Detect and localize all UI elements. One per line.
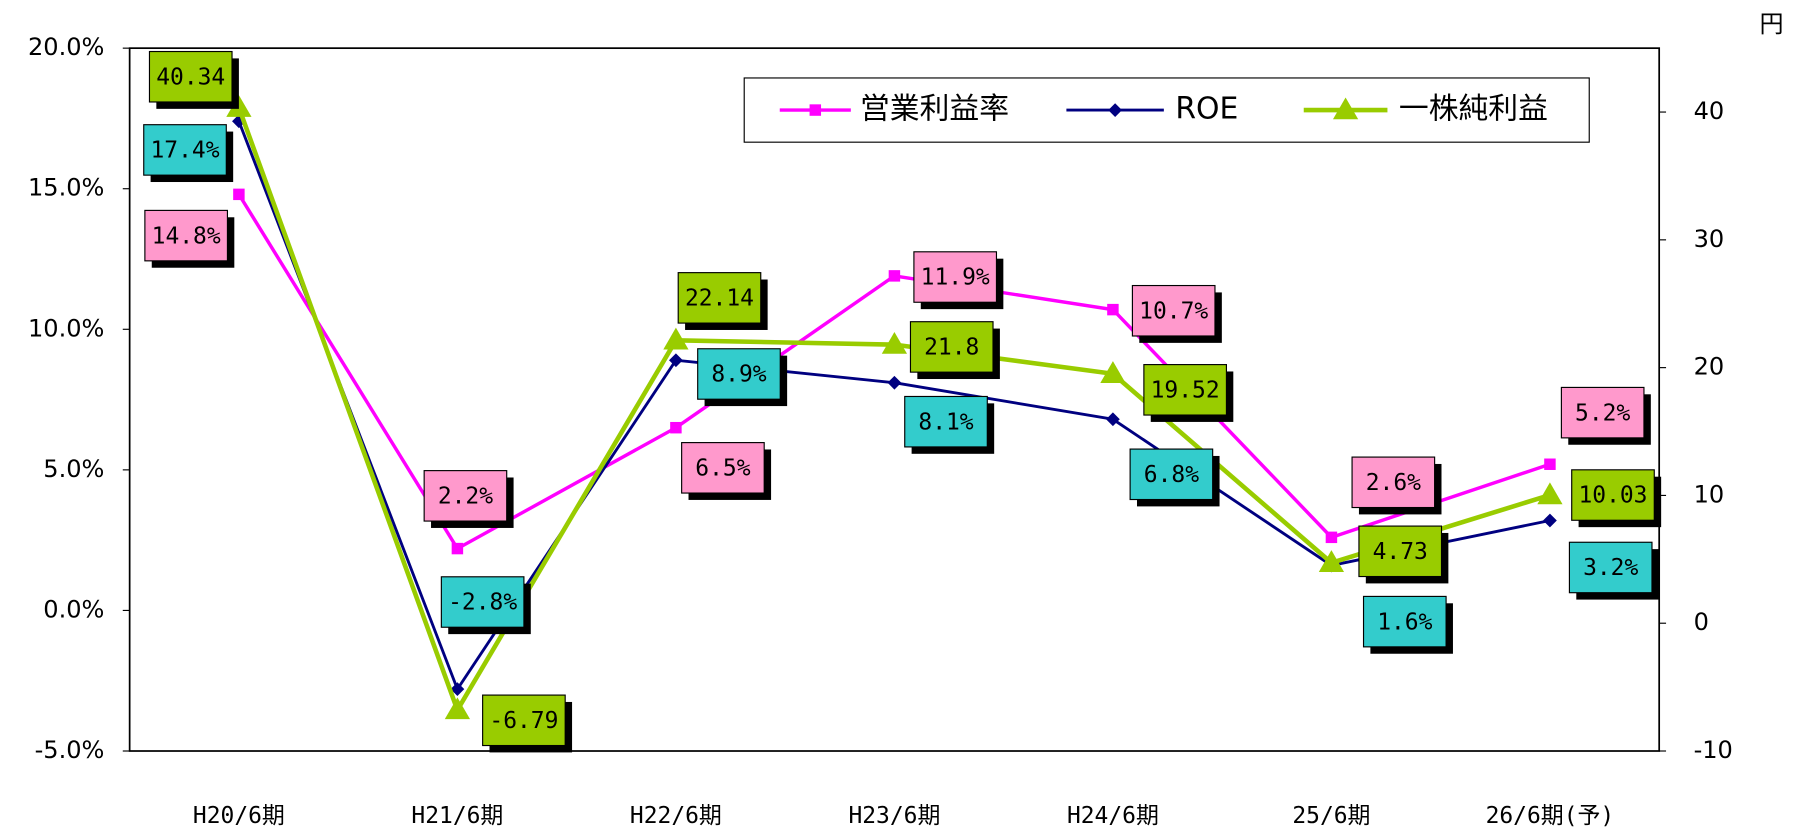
line: [237, 120, 1551, 693]
marker: [663, 327, 689, 350]
data-label: 10.03: [1578, 483, 1647, 509]
label-box: [1568, 541, 1653, 594]
marker: [1325, 531, 1338, 544]
label-box: [482, 694, 566, 747]
legend-label: 一株純利益: [1399, 92, 1548, 127]
y2-unit: 円: [1760, 10, 1784, 38]
marker: [881, 332, 908, 354]
label-box: [909, 321, 994, 373]
y2-tick-label: 30: [1694, 225, 1725, 253]
legend-label: ROE: [1175, 92, 1238, 127]
y-tick-label: 15.0%: [28, 174, 104, 202]
data-label: 5.2%: [1575, 400, 1630, 426]
x-tick-label: H20/6期: [193, 803, 285, 829]
marker: [233, 188, 245, 201]
label-box: [1571, 469, 1655, 521]
data-label: 4.73: [1373, 539, 1428, 565]
label-box: [697, 348, 781, 400]
label-box: [423, 470, 508, 522]
legend-box: [743, 77, 1590, 143]
y-tick-label: -5.0%: [35, 736, 105, 764]
marker: [809, 104, 822, 116]
data-label: 11.9%: [921, 265, 990, 291]
data-label: 2.6%: [1366, 470, 1421, 496]
marker: [1537, 482, 1563, 505]
label-box: [148, 50, 233, 103]
data-label: 6.5%: [695, 455, 750, 481]
data-label: 2.2%: [438, 483, 493, 509]
x-tick-label: H23/6期: [848, 803, 940, 829]
label-box: [1560, 386, 1645, 439]
marker: [888, 270, 901, 282]
line: [236, 106, 1551, 716]
label-box: [1129, 448, 1214, 501]
label-box: [144, 209, 229, 262]
label-box: [1358, 525, 1443, 578]
label-box: [143, 124, 227, 176]
label-box: [681, 442, 765, 494]
y2-tick-label: 0: [1694, 608, 1709, 636]
data-label: 8.9%: [711, 362, 766, 388]
label-box: [1143, 364, 1228, 416]
label-box: [1362, 595, 1447, 648]
legend-label: 営業利益率: [860, 92, 1009, 127]
y2-tick-label: 10: [1694, 480, 1725, 508]
x-tick-label: 26/6期(予): [1486, 803, 1615, 829]
x-tick-label: H21/6期: [411, 803, 503, 829]
data-label: 40.34: [156, 64, 225, 90]
label-box: [1131, 284, 1216, 337]
data-label: 19.52: [1151, 377, 1220, 403]
data-label: 21.8: [924, 335, 979, 361]
x-tick-label: 25/6期: [1292, 803, 1370, 829]
data-label: 8.1%: [918, 409, 973, 435]
data-label: -2.8%: [448, 590, 517, 616]
marker: [451, 542, 464, 555]
y-tick-label: 10.0%: [28, 314, 104, 342]
marker: [887, 375, 902, 390]
data-label: 14.8%: [152, 223, 221, 249]
plot-area: [128, 47, 1661, 752]
data-label: 17.4%: [151, 138, 220, 164]
data-label: 10.7%: [1139, 298, 1208, 324]
marker: [450, 682, 465, 697]
marker: [1318, 550, 1345, 572]
data-label: 6.8%: [1144, 462, 1199, 488]
data-label: 1.6%: [1377, 609, 1432, 635]
marker: [1107, 303, 1119, 316]
marker: [1100, 361, 1126, 383]
label-box: [913, 251, 998, 303]
y2-tick-label: -10: [1694, 736, 1733, 764]
data-label: 22.14: [685, 286, 754, 312]
marker: [670, 421, 682, 434]
y-tick-label: 5.0%: [43, 455, 104, 483]
marker: [444, 697, 471, 720]
data-label: 3.2%: [1583, 555, 1638, 581]
data-label: -6.79: [489, 708, 558, 734]
marker: [1544, 458, 1556, 470]
y-tick-label: 20.0%: [28, 33, 104, 61]
marker: [1332, 97, 1359, 120]
label-box: [677, 272, 762, 324]
x-tick-label: H24/6期: [1067, 803, 1159, 829]
y2-tick-label: 20: [1694, 353, 1725, 381]
label-box: [440, 576, 525, 628]
y2-tick-label: 40: [1694, 97, 1725, 125]
label-box: [904, 395, 988, 448]
y-tick-label: 0.0%: [43, 595, 104, 623]
x-tick-label: H22/6期: [630, 803, 722, 829]
label-box: [1351, 456, 1436, 509]
marker: [1543, 513, 1557, 528]
